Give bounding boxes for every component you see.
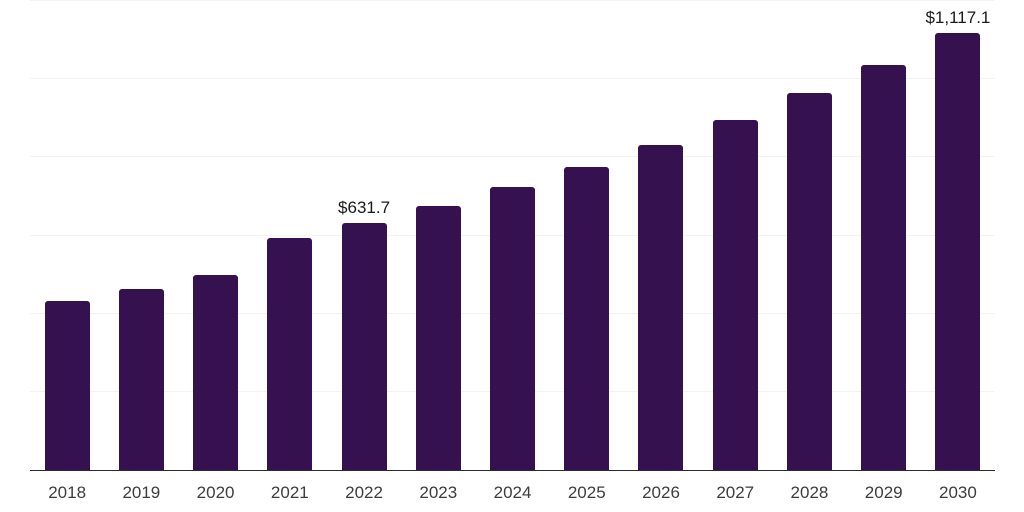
bar-2019 (118, 288, 164, 470)
bar-2018 (44, 300, 90, 470)
bar-slot-2026 (624, 1, 698, 470)
x-tick-2029: 2029 (864, 483, 903, 502)
bar-slot-2023 (401, 1, 475, 470)
bar-2020 (193, 275, 239, 470)
gridline-800 (30, 156, 995, 158)
bar-slot-2029 (847, 1, 921, 470)
data-label-2022: $631.7 (338, 198, 391, 218)
x-tick-2028: 2028 (790, 483, 829, 502)
x-tick-2019: 2019 (122, 483, 161, 502)
bar-slot-2019 (104, 1, 178, 470)
bar-2022: $631.7 (338, 199, 390, 470)
x-tick-2026: 2026 (642, 483, 680, 502)
x-axis-labels: 2018 2019 2020 2021 2022 2023 2024 2025 2026 2027… (30, 484, 995, 501)
bar-2026 (638, 144, 684, 470)
bar-2024 (490, 186, 536, 470)
x-tick-2022: 2022 (345, 483, 383, 502)
x-tick-2020: 2020 (196, 483, 235, 502)
bar-slot-2025 (550, 1, 624, 470)
x-tick-2027: 2027 (716, 483, 755, 502)
bar-slot-2020 (178, 1, 252, 470)
gridline-1200 (30, 0, 995, 1)
bar-chart: $631.7 $1,117.1 2018 2019 2020 2021 2022 2023 2… (30, 0, 995, 501)
bar-slot-2027 (698, 1, 772, 470)
gridline-1000 (30, 78, 995, 80)
bar-slot-2021 (253, 1, 327, 470)
bar-2029 (861, 64, 907, 470)
x-tick-2025: 2025 (567, 483, 606, 502)
bar-2021 (267, 238, 313, 470)
bar-slot-2018 (30, 1, 104, 470)
plot-area: $631.7 $1,117.1 (30, 0, 995, 471)
bar-slot-2022: $631.7 (327, 1, 401, 470)
bar-2025 (564, 167, 610, 470)
bar-slot-2030: $1,117.1 (921, 1, 995, 470)
x-tick-2018: 2018 (48, 483, 87, 502)
x-tick-2030: 2030 (939, 483, 977, 502)
bar-2030: $1,117.1 (925, 9, 990, 470)
bar-2023 (415, 205, 461, 470)
bar-2027 (712, 119, 758, 470)
x-tick-2023: 2023 (419, 483, 458, 502)
x-tick-2024: 2024 (493, 483, 532, 502)
bar-2028 (786, 93, 832, 470)
data-label-2030: $1,117.1 (925, 8, 991, 28)
bar-slot-2024 (475, 1, 549, 470)
bar-slot-2028 (772, 1, 846, 470)
x-tick-2021: 2021 (270, 483, 309, 502)
